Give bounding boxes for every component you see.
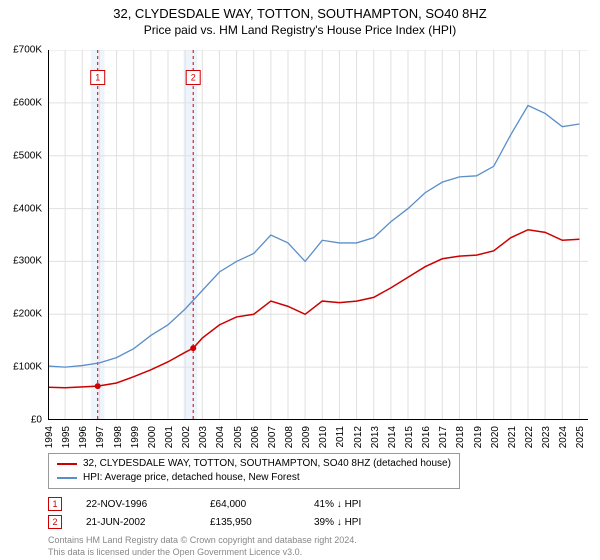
event-date: 22-NOV-1996 bbox=[86, 499, 186, 510]
x-tick-label: 2000 bbox=[147, 426, 158, 448]
x-tick-label: 2005 bbox=[233, 426, 244, 448]
plot-area: 12 bbox=[48, 50, 588, 420]
x-tick-label: 2022 bbox=[524, 426, 535, 448]
footer-line: Contains HM Land Registry data © Crown c… bbox=[48, 534, 357, 546]
y-tick-label: £700K bbox=[13, 45, 42, 56]
x-tick-label: 2012 bbox=[353, 426, 364, 448]
x-tick-label: 2007 bbox=[267, 426, 278, 448]
x-tick-label: 2020 bbox=[490, 426, 501, 448]
footer-attribution: Contains HM Land Registry data © Crown c… bbox=[48, 534, 357, 558]
chart-container: 32, CLYDESDALE WAY, TOTTON, SOUTHAMPTON,… bbox=[0, 0, 600, 560]
event-delta: 39% ↓ HPI bbox=[314, 517, 361, 528]
x-tick-label: 1998 bbox=[113, 426, 124, 448]
x-tick-label: 2013 bbox=[370, 426, 381, 448]
legend-item: HPI: Average price, detached house, New … bbox=[57, 471, 451, 485]
x-tick-label: 1995 bbox=[61, 426, 72, 448]
legend-swatch bbox=[57, 477, 77, 479]
x-tick-label: 2018 bbox=[455, 426, 466, 448]
x-tick-label: 2015 bbox=[404, 426, 415, 448]
y-tick-label: £400K bbox=[13, 203, 42, 214]
footer-line: This data is licensed under the Open Gov… bbox=[48, 546, 357, 558]
x-tick-label: 2025 bbox=[575, 426, 586, 448]
event-marker: 1 bbox=[48, 497, 62, 511]
x-tick-label: 2023 bbox=[541, 426, 552, 448]
y-axis: £0£100K£200K£300K£400K£500K£600K£700K bbox=[0, 50, 46, 420]
y-tick-label: £100K bbox=[13, 362, 42, 373]
x-tick-label: 1994 bbox=[44, 426, 55, 448]
chart-subtitle: Price paid vs. HM Land Registry's House … bbox=[0, 23, 600, 37]
x-tick-label: 2021 bbox=[507, 426, 518, 448]
x-tick-label: 2004 bbox=[215, 426, 226, 448]
x-tick-label: 2024 bbox=[558, 426, 569, 448]
x-tick-label: 2017 bbox=[438, 426, 449, 448]
x-tick-label: 2006 bbox=[250, 426, 261, 448]
event-marker: 2 bbox=[48, 515, 62, 529]
x-tick-label: 2011 bbox=[335, 426, 346, 448]
x-tick-label: 2010 bbox=[318, 426, 329, 448]
x-tick-label: 1996 bbox=[78, 426, 89, 448]
x-tick-label: 2009 bbox=[301, 426, 312, 448]
x-tick-label: 2016 bbox=[421, 426, 432, 448]
x-tick-label: 1997 bbox=[95, 426, 106, 448]
x-tick-label: 2019 bbox=[473, 426, 484, 448]
x-tick-label: 2003 bbox=[198, 426, 209, 448]
event-row: 1 22-NOV-1996 £64,000 41% ↓ HPI bbox=[48, 495, 361, 513]
chart-title: 32, CLYDESDALE WAY, TOTTON, SOUTHAMPTON,… bbox=[0, 6, 600, 21]
event-price: £135,950 bbox=[210, 517, 290, 528]
event-table: 1 22-NOV-1996 £64,000 41% ↓ HPI 2 21-JUN… bbox=[48, 495, 361, 531]
legend-box: 32, CLYDESDALE WAY, TOTTON, SOUTHAMPTON,… bbox=[48, 453, 460, 489]
legend-label: HPI: Average price, detached house, New … bbox=[83, 471, 300, 485]
y-tick-label: £0 bbox=[31, 415, 42, 426]
svg-text:1: 1 bbox=[95, 72, 100, 82]
svg-text:2: 2 bbox=[191, 72, 196, 82]
y-tick-label: £600K bbox=[13, 97, 42, 108]
y-tick-label: £500K bbox=[13, 150, 42, 161]
x-tick-label: 2014 bbox=[387, 426, 398, 448]
x-tick-label: 2002 bbox=[181, 426, 192, 448]
y-tick-label: £300K bbox=[13, 256, 42, 267]
y-tick-label: £200K bbox=[13, 309, 42, 320]
x-tick-label: 1999 bbox=[130, 426, 141, 448]
x-tick-label: 2008 bbox=[284, 426, 295, 448]
title-block: 32, CLYDESDALE WAY, TOTTON, SOUTHAMPTON,… bbox=[0, 0, 600, 37]
event-row: 2 21-JUN-2002 £135,950 39% ↓ HPI bbox=[48, 513, 361, 531]
legend-label: 32, CLYDESDALE WAY, TOTTON, SOUTHAMPTON,… bbox=[83, 457, 451, 471]
event-price: £64,000 bbox=[210, 499, 290, 510]
event-date: 21-JUN-2002 bbox=[86, 517, 186, 528]
legend-item: 32, CLYDESDALE WAY, TOTTON, SOUTHAMPTON,… bbox=[57, 457, 451, 471]
plot-svg: 12 bbox=[48, 50, 588, 420]
legend-swatch bbox=[57, 463, 77, 465]
x-tick-label: 2001 bbox=[164, 426, 175, 448]
event-delta: 41% ↓ HPI bbox=[314, 499, 361, 510]
x-axis: 1994199519961997199819992000200120022003… bbox=[48, 420, 588, 450]
